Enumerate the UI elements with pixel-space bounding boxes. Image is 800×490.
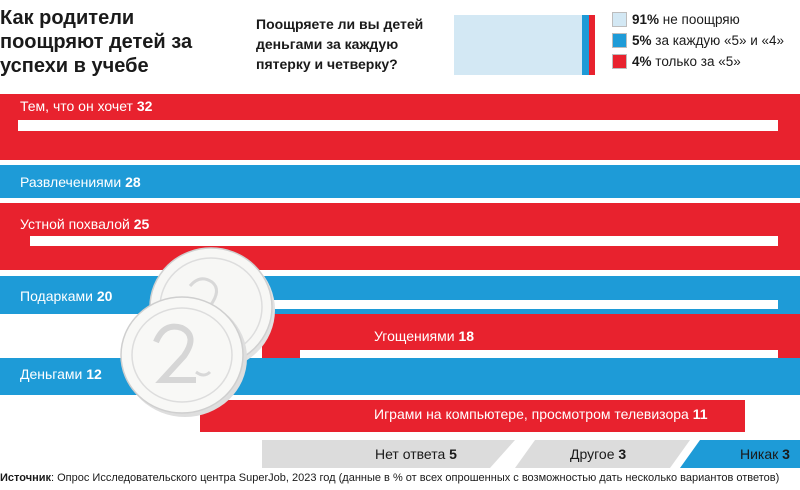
bg-blue-2	[0, 165, 800, 198]
bg-gray-other	[515, 440, 690, 468]
bg-blue-6	[0, 358, 800, 395]
bg-white-line-3	[30, 236, 778, 246]
bg-red-5	[262, 314, 800, 358]
legend-label: за каждую «5» и «4»	[655, 33, 785, 48]
category-value: 28	[125, 174, 141, 190]
category-name: Тем, что он хочет	[20, 98, 137, 114]
qbar-segment-only-5	[589, 15, 595, 75]
source-text: : Опрос Исследовательского центра SuperJ…	[51, 472, 780, 484]
category-value: 12	[86, 366, 102, 382]
category-name: Развлечениями	[20, 174, 125, 190]
chart-title: Как родители поощряют детей за успехи в …	[0, 7, 193, 77]
category-value: 11	[693, 406, 708, 422]
category-name: Играми на компьютере, просмотром телевиз…	[374, 406, 693, 422]
legend-swatch-lightblue	[612, 12, 627, 27]
category-label: Угощениями 18	[374, 328, 474, 344]
legend-value: 4%	[632, 54, 652, 69]
category-value: 3	[782, 446, 790, 462]
bg-white-line-7	[0, 395, 800, 400]
category-value: 25	[134, 216, 150, 232]
category-label: Развлечениями 28	[20, 174, 141, 190]
bg-red-wedge	[0, 94, 18, 104]
category-value: 20	[97, 288, 113, 304]
legend-value: 5%	[632, 33, 652, 48]
legend-label: только за «5»	[655, 54, 741, 69]
bg-white-gap-2	[0, 198, 800, 203]
category-value: 5	[449, 446, 457, 462]
category-name: Нет ответа	[375, 446, 449, 462]
bg-blue-never	[680, 440, 800, 468]
legend-swatch-red	[612, 54, 627, 69]
bg-white-gap-1	[0, 160, 800, 165]
category-label: Подарками 20	[20, 288, 113, 304]
category-name: Другое	[570, 446, 618, 462]
legend-value: 91%	[632, 12, 660, 27]
question-stacked-bar	[454, 15, 595, 75]
bg-red-7	[200, 400, 745, 432]
source-note: Источник: Опрос Исследовательского центр…	[0, 472, 779, 484]
category-label: Тем, что он хочет 32	[20, 98, 153, 114]
category-name: Никак	[740, 446, 782, 462]
category-value: 18	[458, 328, 474, 344]
bg-white-line-5	[300, 350, 778, 358]
qbar-segment-not-rewarding	[454, 15, 583, 75]
category-label: Нет ответа 5	[375, 446, 457, 462]
legend-label: не поощряю	[662, 12, 740, 27]
category-name: Деньгами	[20, 366, 86, 382]
ribbon-bands: Тем, что он хочет 32 Развлечениями 28 Устн…	[0, 94, 800, 468]
category-label: Другое 3	[570, 446, 626, 462]
bg-white-line-1	[18, 120, 778, 131]
bg-gray-no-answer	[262, 440, 515, 468]
category-value: 3	[618, 446, 626, 462]
category-label: Деньгами 12	[20, 366, 102, 382]
survey-question: Поощряете ли вы детей деньгами за каждую…	[256, 16, 424, 72]
legend-swatch-blue	[612, 33, 627, 48]
category-label: Устной похвалой 25	[20, 216, 149, 232]
coin-front	[120, 296, 247, 417]
coins-illustration	[120, 247, 275, 417]
bg-white-line-4	[150, 300, 778, 309]
category-name: Подарками	[20, 288, 97, 304]
source-label: Источник	[0, 472, 52, 484]
category-label: Никак 3	[740, 446, 790, 462]
qbar-segment-every-5-and-4	[582, 15, 590, 75]
category-name: Устной похвалой	[20, 216, 134, 232]
category-value: 32	[137, 98, 153, 114]
category-name: Угощениями	[374, 328, 458, 344]
category-label: Играми на компьютере, просмотром телевиз…	[374, 406, 708, 422]
bg-white-gap-3	[0, 270, 800, 276]
